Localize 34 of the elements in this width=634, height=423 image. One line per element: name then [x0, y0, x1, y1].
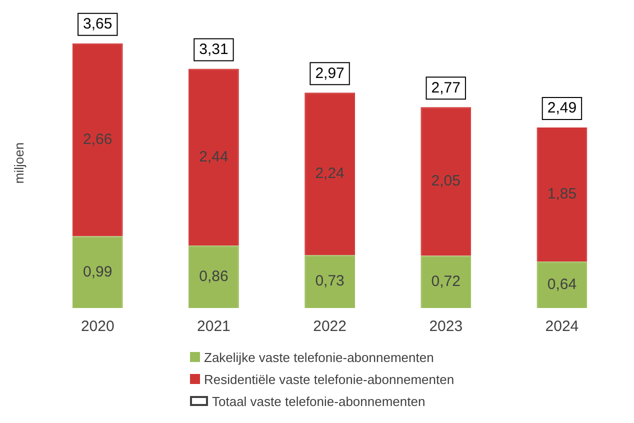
bar [188, 246, 239, 308]
bar [72, 43, 123, 236]
bar [72, 236, 123, 308]
x-tick-label: 2022 [313, 318, 346, 336]
data-label: 0,64 [547, 276, 577, 293]
data-label: 0,99 [83, 263, 112, 280]
bar [304, 92, 355, 256]
bar [304, 255, 355, 308]
total-label: 2,97 [315, 64, 344, 82]
bar [188, 68, 239, 246]
x-tick-label: 2023 [429, 318, 463, 336]
data-label: 2,44 [199, 148, 228, 166]
bar [420, 256, 472, 308]
x-tick-label: 2021 [197, 318, 230, 336]
total-label: 2,49 [547, 100, 577, 117]
data-label: 2,24 [315, 165, 344, 182]
legend-label: Residentiële vaste telefonie-abonnementen [204, 372, 454, 386]
x-tick-label: 2020 [80, 318, 114, 336]
data-label: 1,85 [547, 186, 577, 203]
y-axis-title: miljoen [11, 142, 26, 184]
x-tick-label: 2024 [545, 318, 579, 336]
total-label: 2,77 [431, 79, 460, 96]
data-label: 2,05 [431, 172, 460, 190]
data-label: 0,73 [315, 272, 344, 290]
data-label: 2,66 [83, 130, 112, 148]
bar [420, 107, 472, 256]
bar [536, 262, 588, 308]
data-label: 0,86 [199, 268, 228, 285]
text: Totaal vaste telefonie-abonnementen [212, 394, 426, 408]
bar [536, 127, 588, 262]
data-label: 0,72 [431, 273, 460, 290]
total-label: 3,31 [199, 40, 228, 58]
legend-label: Zakelijke vaste telefonie-abonnementen [204, 350, 434, 364]
total-label: 3,65 [83, 16, 112, 33]
